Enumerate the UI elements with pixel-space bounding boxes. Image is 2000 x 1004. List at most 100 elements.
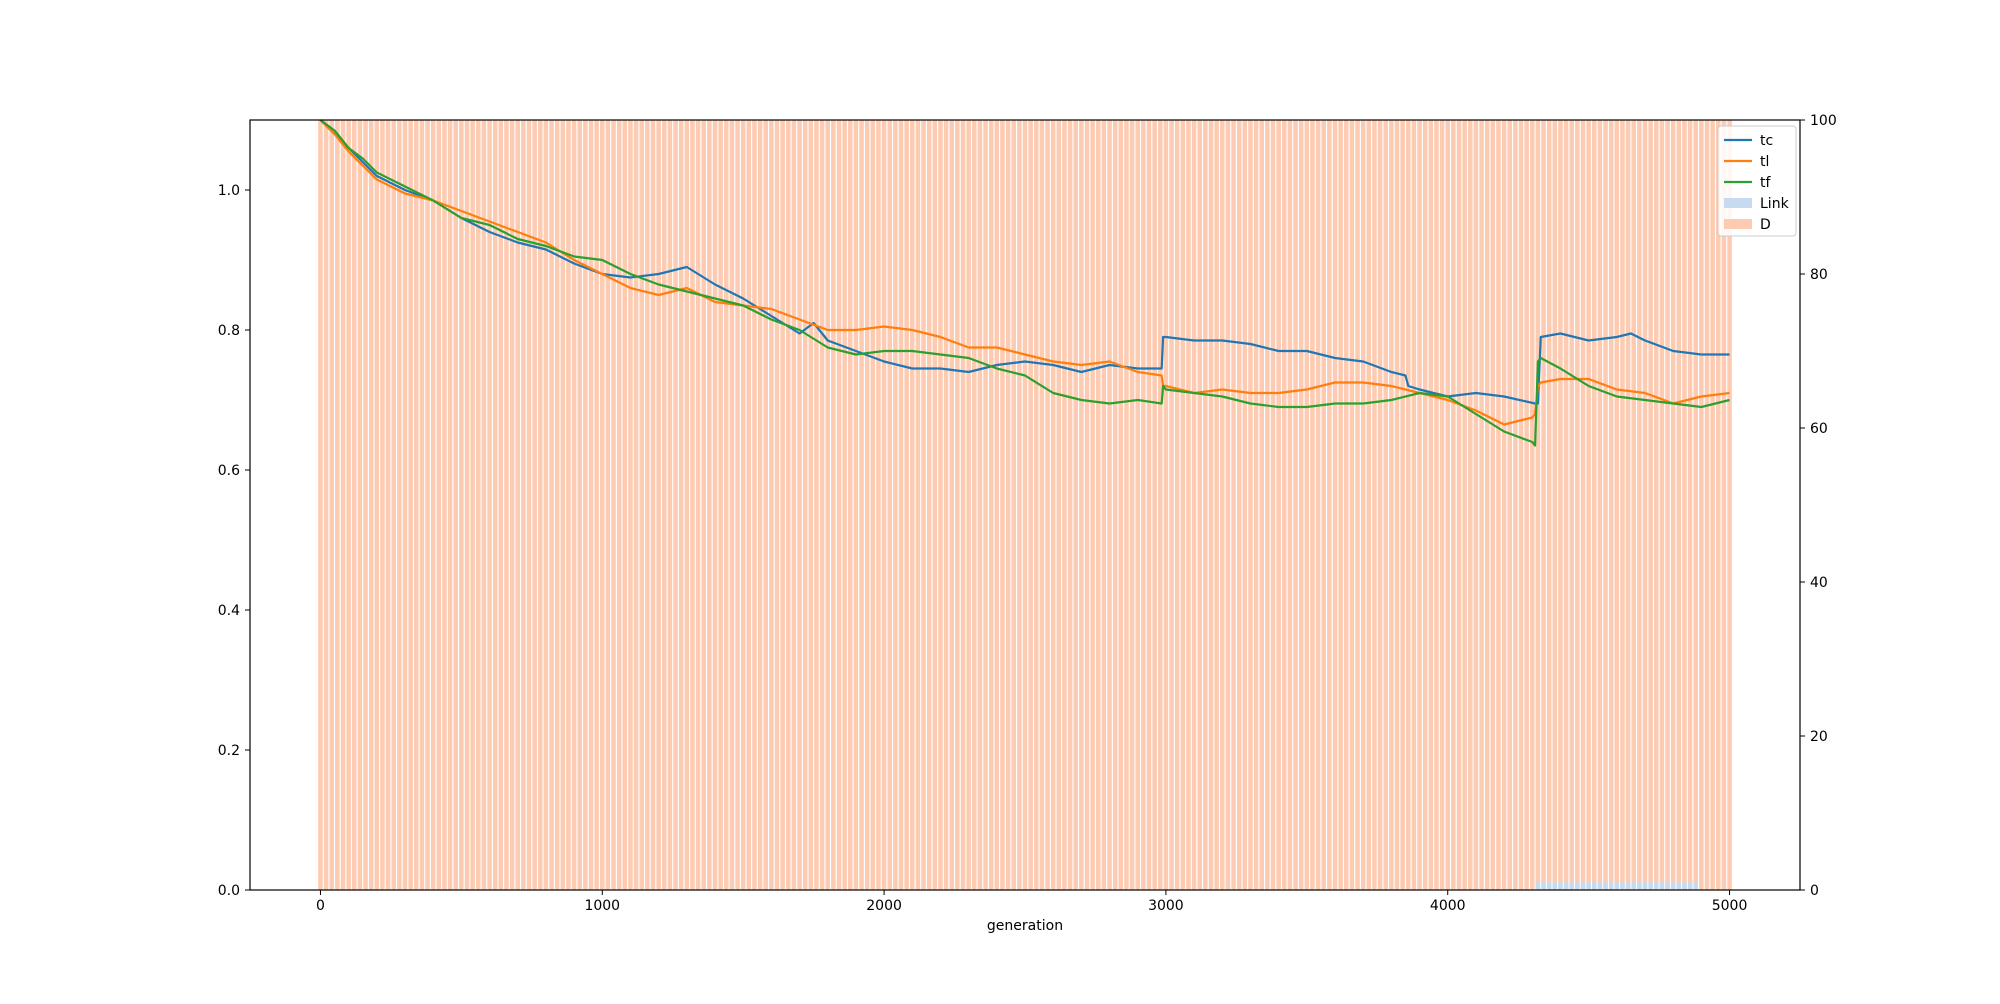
bar-d [1580,120,1586,890]
bar-d [1541,120,1546,890]
bar-d [763,120,768,890]
bar-d [571,120,577,890]
bar-d [921,120,926,890]
bar-d [385,120,391,890]
bar-d [1535,120,1541,890]
bar-d [1490,120,1496,890]
bar-d [509,120,515,890]
bar-d [414,120,419,890]
bar-d [577,120,582,890]
bar-d [1332,120,1338,890]
bar-d [690,120,695,890]
bar-d [1377,120,1383,890]
bar-d [1096,120,1101,890]
bar-d [633,120,639,890]
bar-d [1710,120,1715,890]
bars-layer [318,120,1732,890]
bar-d [1496,120,1501,890]
lines-layer [319,119,1730,447]
bar-d [1637,120,1642,890]
bar-d [1259,120,1264,890]
bar-d [859,120,864,890]
bar-d [1372,120,1377,890]
bar-d [1592,120,1597,890]
y-tick-label: 0.6 [218,463,240,479]
bar-d [1434,120,1439,890]
bar-d [1682,120,1687,890]
bar-d [972,120,977,890]
bar-d [1231,120,1236,890]
bar-d [701,120,706,890]
bar-d [1558,120,1563,890]
bar-d [397,120,402,890]
bar-d [1355,120,1360,890]
bar-d [1665,120,1670,890]
y-tick-label: 0.8 [218,323,240,339]
bar-d [611,120,616,890]
y2-tick-label: 40 [1810,575,1828,591]
bar-d [549,120,554,890]
bar-d [1135,120,1140,890]
bar-d [802,120,808,890]
bar-d [1428,120,1434,890]
bar-d [1034,120,1039,890]
bar-d [639,120,644,890]
bar-d [1186,120,1191,890]
bar-d [1315,120,1321,890]
bar-d [842,120,847,890]
bar-d [368,120,374,890]
bar-d [707,120,712,890]
bar-d [1282,120,1287,890]
bar-d [498,120,504,890]
bar-d [1654,120,1659,890]
bar-d [352,120,357,890]
bar-d [904,120,909,890]
bar-d [1152,120,1157,890]
bar-d [560,120,566,890]
bar-d [1146,120,1152,890]
bar-d [966,120,971,890]
bar-link [1535,882,1541,890]
bar-d [1552,120,1558,890]
bar-d [887,120,892,890]
bar-d [335,120,340,890]
bar-d [515,120,520,890]
bar-d [735,120,740,890]
bar-d [955,120,960,890]
x-axis-label: generation [987,918,1063,934]
bar-d [1079,120,1084,890]
bar-link [1648,882,1653,890]
bar-d [1338,120,1343,890]
bar-d [521,120,526,890]
bar-d [1631,120,1636,890]
bar-d [1411,120,1417,890]
bar-link [1637,882,1642,890]
bar-link [1682,882,1687,890]
bar-d [1118,120,1124,890]
y2-tick-label: 60 [1810,421,1828,437]
bar-link [1569,882,1574,890]
bar-d [1253,120,1259,890]
bar-d [1439,120,1445,890]
bar-d [1676,120,1682,890]
legend: tc tl tf Link D [1717,125,1797,237]
bar-link [1552,882,1558,890]
bar-d [1073,120,1078,890]
legend-label-tc: tc [1760,133,1773,149]
bar-d [554,120,560,890]
bar-d [910,120,915,890]
bar-d [459,120,464,890]
bar-d [1293,120,1298,890]
bar-d [1484,120,1490,890]
legend-swatch-link [1724,198,1752,208]
bar-d [994,120,1000,890]
bar-d [363,120,368,890]
bar-d [870,120,876,890]
bar-d [481,120,487,890]
bar-d [1163,120,1169,890]
y-tick-label: 0.0 [218,883,240,899]
y2-tick-label: 80 [1810,267,1828,283]
bar-d [864,120,870,890]
x-tick-label: 2000 [866,898,902,914]
